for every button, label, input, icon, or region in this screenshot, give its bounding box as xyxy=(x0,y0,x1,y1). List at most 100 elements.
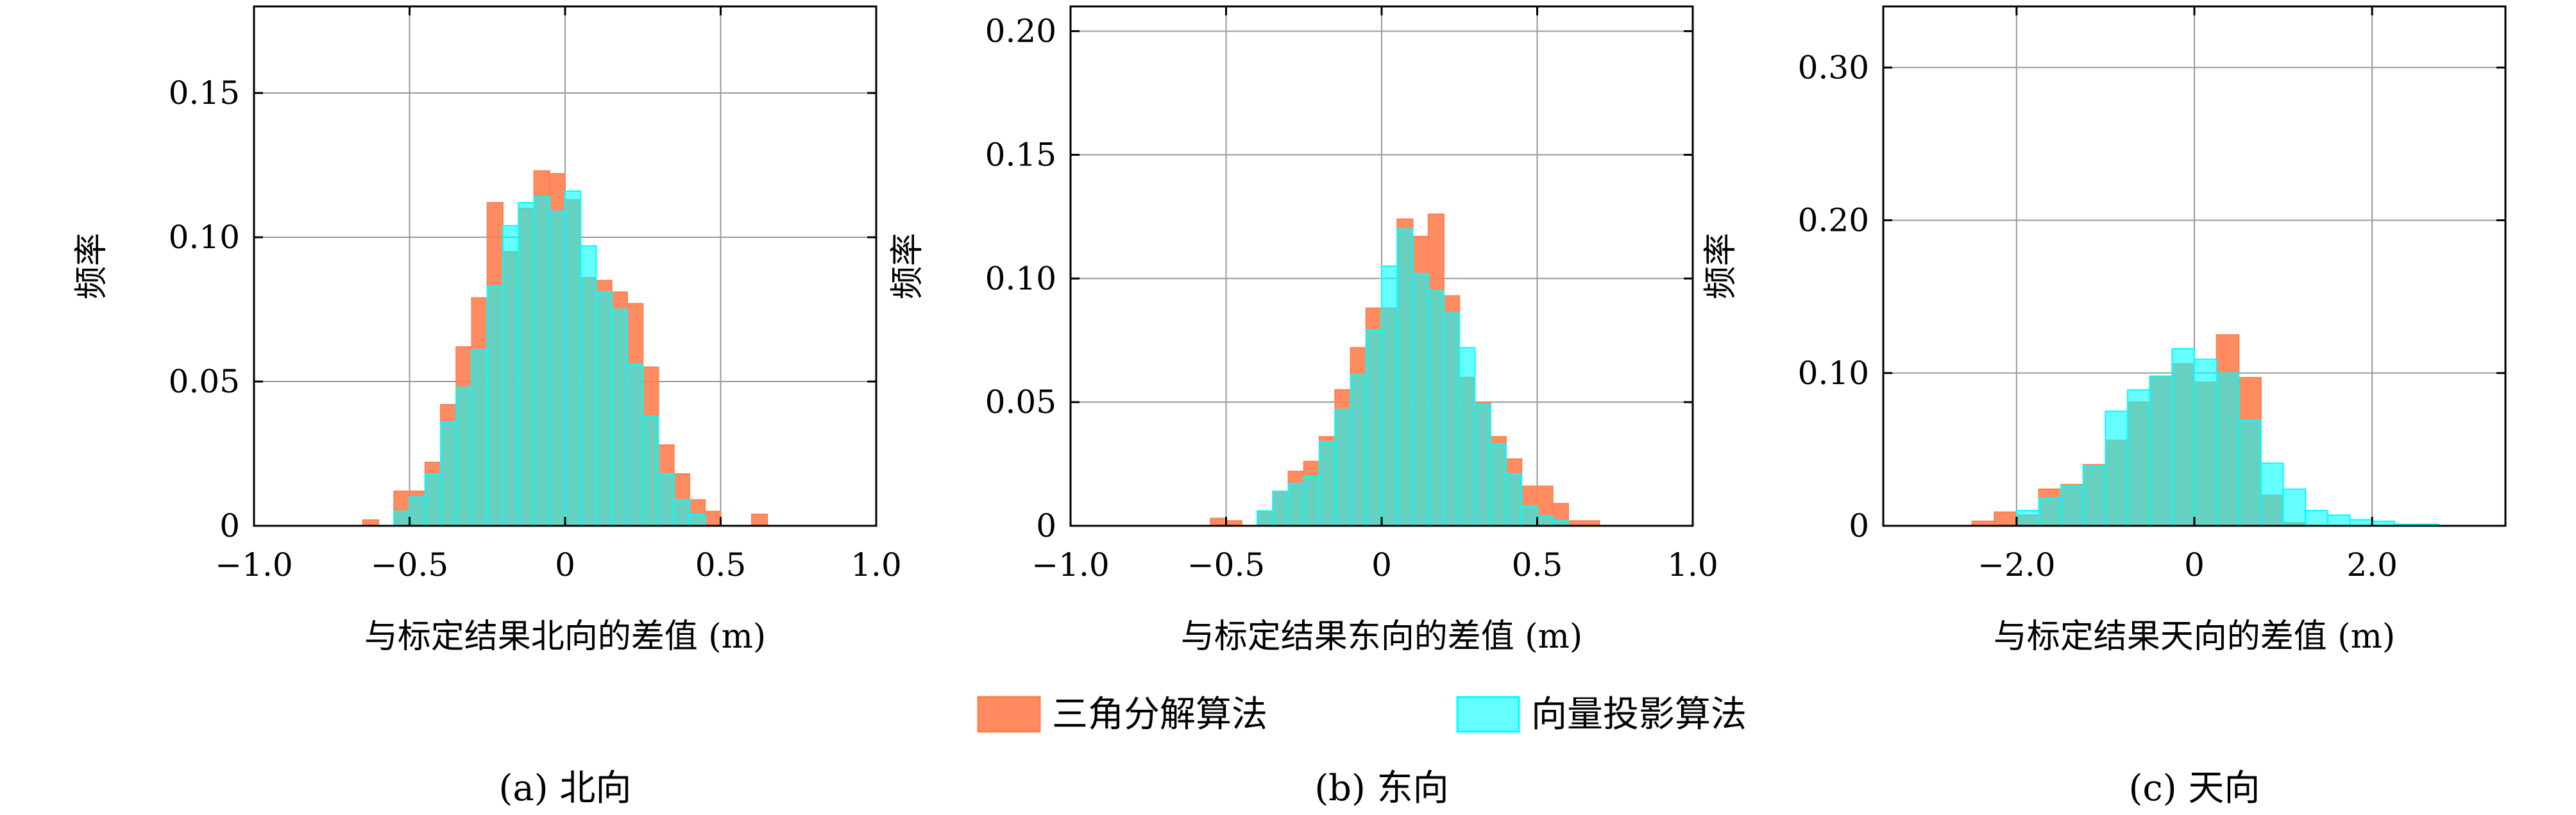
histogram-bar xyxy=(751,514,768,526)
histogram-bar xyxy=(409,496,426,526)
x-tick-label: 0 xyxy=(1371,546,1392,584)
x-tick-label: 1.0 xyxy=(1667,546,1718,584)
histogram-bar xyxy=(1287,483,1305,526)
bars-layer xyxy=(1971,334,2440,526)
histogram-bar xyxy=(2171,348,2196,526)
histogram-bar xyxy=(455,387,473,526)
y-tick-label: 0.05 xyxy=(169,363,240,400)
histogram-bar xyxy=(1443,312,1461,526)
y-tick-label: 0.20 xyxy=(985,13,1056,50)
x-tick-label: −0.5 xyxy=(371,546,448,584)
legend-label: 三角分解算法 xyxy=(1052,694,1267,735)
histogram-bar xyxy=(1521,505,1538,526)
x-tick-label: 1.0 xyxy=(851,546,902,584)
y-axis-label: 频率 xyxy=(888,233,927,299)
legend-item-triangle-decomposition: 三角分解算法 xyxy=(977,694,1267,735)
histogram-bar xyxy=(362,519,379,526)
y-tick-label: 0.15 xyxy=(985,136,1056,173)
histogram-bar xyxy=(1412,273,1429,526)
y-tick-label: 0.05 xyxy=(985,383,1056,421)
histogram-bar xyxy=(1319,441,1336,526)
cyan-swatch-icon xyxy=(1456,696,1520,733)
y-axis-label: 频率 xyxy=(1702,233,1740,299)
y-tick-label: 0 xyxy=(1036,507,1056,544)
y-tick-label: 0.10 xyxy=(169,219,240,256)
histogram-bar xyxy=(704,510,722,526)
y-tick-label: 0.30 xyxy=(1798,49,1869,86)
histogram-bar xyxy=(424,473,441,526)
histogram-bar xyxy=(1459,347,1476,526)
x-tick-label: −1.0 xyxy=(1031,546,1109,584)
histogram-bar xyxy=(1210,517,1227,526)
orange-swatch-icon xyxy=(977,696,1041,733)
histogram-bar xyxy=(689,514,706,526)
histogram-bar xyxy=(1381,265,1398,526)
histogram-bar xyxy=(1505,473,1523,526)
histogram-bar xyxy=(642,416,659,526)
histogram-bar xyxy=(2194,358,2217,526)
histogram-bar xyxy=(673,499,690,526)
histogram-bar xyxy=(2082,466,2106,526)
histogram-bar xyxy=(580,245,597,526)
legend-item-vector-projection: 向量投影算法 xyxy=(1456,694,1747,735)
x-tick-label: 0 xyxy=(555,546,575,584)
y-tick-label: 0.10 xyxy=(1798,355,1869,392)
y-tick-label: 0 xyxy=(1849,507,1869,544)
histogram-bar xyxy=(2260,462,2284,526)
ticks-layer: −1.0 −0.5 0 0.5 1.0 0 0.05 0.10 0.15 xyxy=(169,6,902,584)
x-tick-label: −1.0 xyxy=(215,546,292,584)
x-tick-label: 0 xyxy=(2184,546,2205,584)
y-tick-label: 0.20 xyxy=(1798,202,1869,239)
histogram-bar xyxy=(595,291,613,526)
bars-layer xyxy=(362,170,768,526)
x-axis-label: 与标定结果北向的差值 (m) xyxy=(364,618,766,656)
y-tick-label: 0.10 xyxy=(985,260,1056,297)
x-tick-label: −0.5 xyxy=(1187,546,1265,584)
panel-a: −1.0 −0.5 0 0.5 1.0 0 0.05 0.10 0.15 与标定结果北向的差值 … xyxy=(72,5,902,809)
histogram-bar xyxy=(486,285,504,526)
histogram-bar xyxy=(471,349,488,526)
histogram-bar xyxy=(2326,514,2351,526)
x-tick-label: −2.0 xyxy=(1978,546,2055,584)
histogram-bar xyxy=(1365,330,1382,526)
panel-b: −1.0 −0.5 0 0.5 1.0 0 0.05 0.10 0.15 0.20 与标定结果东向… xyxy=(888,5,1718,809)
histogram-bar xyxy=(533,196,550,526)
histogram-bar xyxy=(1474,404,1491,526)
histogram-bar xyxy=(1257,510,1274,526)
histogram-bar xyxy=(2015,510,2040,526)
histogram-bar xyxy=(1272,491,1289,526)
histogram-bar xyxy=(1427,290,1445,526)
x-tick-label: 0.5 xyxy=(1512,546,1563,584)
histogram-bar xyxy=(611,308,628,526)
ticks-layer: −1.0 −0.5 0 0.5 1.0 0 0.05 0.10 0.15 0.20 xyxy=(985,6,1718,584)
histogram-bar xyxy=(2127,389,2151,526)
histogram-bar xyxy=(627,364,644,526)
histogram-bar xyxy=(2216,372,2240,526)
y-tick-label: 0 xyxy=(219,507,240,544)
histogram-bar xyxy=(518,202,535,526)
histogram-bar xyxy=(1350,374,1367,526)
histogram-bar xyxy=(2038,498,2062,526)
histogram-bar xyxy=(1994,511,2017,526)
histogram-bar xyxy=(1489,443,1507,526)
panel-caption: (a) 北向 xyxy=(499,768,632,809)
legend-label: 向量投影算法 xyxy=(1531,694,1747,735)
bars-layer xyxy=(1210,214,1600,526)
histogram-bar xyxy=(2282,488,2307,526)
panel-caption: (b) 东向 xyxy=(1314,768,1448,809)
histogram-bar xyxy=(2149,375,2173,526)
histogram-bar xyxy=(564,190,582,526)
x-tick-label: 0.5 xyxy=(695,546,747,584)
y-tick-label: 0.15 xyxy=(169,74,240,112)
legend: 三角分解算法 向量投影算法 xyxy=(977,694,1747,735)
histogram-bar xyxy=(393,510,411,526)
x-axis-label: 与标定结果天向的差值 (m) xyxy=(1994,618,2395,656)
x-axis-label: 与标定结果东向的差值 (m) xyxy=(1181,618,1582,656)
histogram-bar xyxy=(502,225,520,526)
panel-c: −2.0 0 2.000.100.200.30 与标定结果天向的差值 (m) 频率 … xyxy=(1702,5,2507,809)
histogram-bar xyxy=(2305,510,2328,526)
histogram-bar xyxy=(2105,410,2129,526)
histogram-bar xyxy=(440,421,457,526)
histogram-bar xyxy=(657,473,675,526)
ticks-layer: −2.0 0 2.0 0 0.10 0.20 0.30 xyxy=(1798,6,2505,584)
